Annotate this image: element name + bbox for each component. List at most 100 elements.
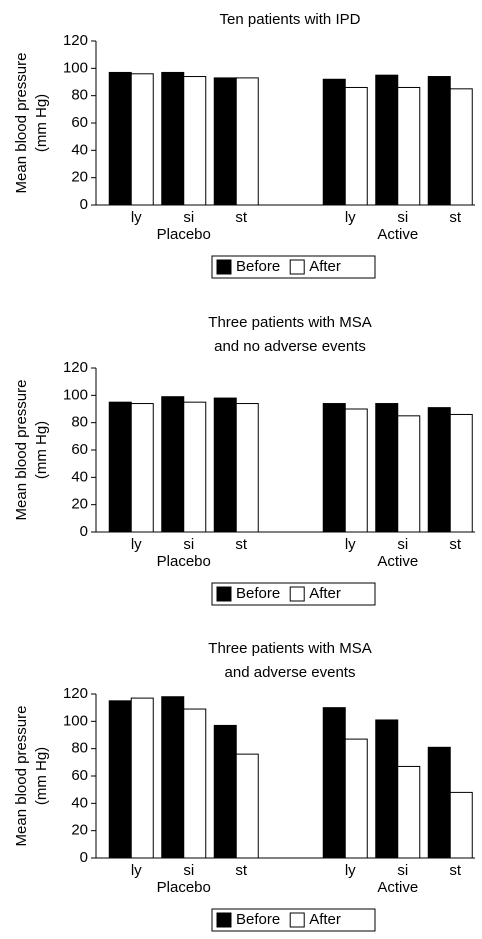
group-label: Placebo — [157, 226, 211, 243]
group-label: Placebo — [157, 553, 211, 570]
bar — [183, 76, 207, 206]
bar — [322, 78, 346, 206]
bar — [108, 71, 132, 206]
bar — [161, 696, 185, 859]
y-tick-label: 100 — [63, 712, 88, 729]
y-axis-label: Mean blood pressure — [13, 53, 30, 194]
x-tick-label: ly — [345, 862, 356, 879]
bar — [449, 88, 473, 206]
group-label: Active — [377, 879, 418, 896]
legend-swatch — [216, 912, 232, 928]
y-axis-label: Mean blood pressure — [13, 706, 30, 847]
bar — [130, 403, 154, 533]
x-tick-label: st — [449, 862, 462, 879]
y-tick-label: 40 — [71, 468, 88, 485]
legend-swatch — [216, 586, 232, 602]
x-tick-label: si — [397, 862, 408, 879]
chart-title: and adverse events — [225, 664, 356, 681]
bar — [375, 719, 399, 859]
y-tick-label: 120 — [63, 32, 88, 49]
bar — [449, 413, 473, 533]
x-tick-label: ly — [131, 536, 142, 553]
bar — [161, 71, 185, 206]
y-tick-label: 0 — [80, 849, 88, 866]
group-label: Active — [377, 553, 418, 570]
legend-label: After — [309, 911, 341, 928]
bar — [235, 77, 259, 206]
legend-label: Before — [236, 258, 280, 275]
legend-label: After — [309, 585, 341, 602]
y-tick-label: 60 — [71, 767, 88, 784]
y-tick-label: 0 — [80, 196, 88, 213]
y-tick-label: 100 — [63, 59, 88, 76]
legend-swatch — [289, 586, 305, 602]
x-tick-label: ly — [131, 862, 142, 879]
legend-label: Before — [236, 911, 280, 928]
x-tick-label: ly — [345, 209, 356, 226]
y-tick-label: 20 — [71, 169, 88, 186]
bar — [344, 738, 368, 859]
x-tick-label: ly — [131, 209, 142, 226]
bar — [183, 708, 207, 859]
y-tick-label: 20 — [71, 822, 88, 839]
bar — [213, 724, 237, 859]
bar — [235, 403, 259, 533]
bar — [397, 415, 421, 533]
group-label: Placebo — [157, 879, 211, 896]
x-tick-label: si — [397, 209, 408, 226]
bar — [427, 407, 451, 533]
legend-swatch — [216, 259, 232, 275]
y-axis-label: Mean blood pressure — [13, 380, 30, 521]
y-axis-label: (mm Hg) — [33, 94, 50, 152]
chart-title: Three patients with MSA — [208, 314, 371, 331]
x-tick-label: si — [183, 209, 194, 226]
legend-box — [211, 255, 376, 279]
y-tick-label: 40 — [71, 141, 88, 158]
x-tick-label: si — [183, 536, 194, 553]
legend-swatch — [289, 259, 305, 275]
legend-box — [211, 582, 376, 606]
bar — [427, 76, 451, 206]
y-tick-label: 60 — [71, 441, 88, 458]
x-tick-label: st — [235, 862, 248, 879]
bar — [108, 700, 132, 859]
bar — [213, 77, 237, 206]
y-tick-label: 80 — [71, 87, 88, 104]
bar — [322, 707, 346, 859]
chart-title: Ten patients with IPD — [220, 11, 361, 28]
legend-label: After — [309, 258, 341, 275]
bar — [449, 791, 473, 859]
bar — [375, 74, 399, 206]
bar — [130, 73, 154, 206]
chart-title: Three patients with MSA — [208, 640, 371, 657]
y-axis-label: (mm Hg) — [33, 747, 50, 805]
legend-label: Before — [236, 585, 280, 602]
y-tick-label: 100 — [63, 386, 88, 403]
bar — [344, 86, 368, 206]
y-tick-label: 120 — [63, 685, 88, 702]
legend-swatch — [289, 912, 305, 928]
bar — [161, 396, 185, 533]
x-tick-label: st — [449, 536, 462, 553]
bar — [397, 765, 421, 859]
group-label: Active — [377, 226, 418, 243]
legend-box — [211, 908, 376, 932]
x-tick-label: st — [235, 209, 248, 226]
y-tick-label: 60 — [71, 114, 88, 131]
x-tick-label: si — [397, 536, 408, 553]
y-tick-label: 120 — [63, 359, 88, 376]
y-axis-label: (mm Hg) — [33, 421, 50, 479]
x-tick-label: st — [235, 536, 248, 553]
y-tick-label: 20 — [71, 496, 88, 513]
bar — [322, 403, 346, 533]
bar — [213, 397, 237, 533]
bar — [130, 697, 154, 859]
y-tick-label: 80 — [71, 740, 88, 757]
bar — [108, 401, 132, 533]
x-tick-label: ly — [345, 536, 356, 553]
chart-title: and no adverse events — [214, 338, 366, 355]
y-tick-label: 0 — [80, 523, 88, 540]
bar — [344, 408, 368, 533]
bar — [235, 753, 259, 859]
